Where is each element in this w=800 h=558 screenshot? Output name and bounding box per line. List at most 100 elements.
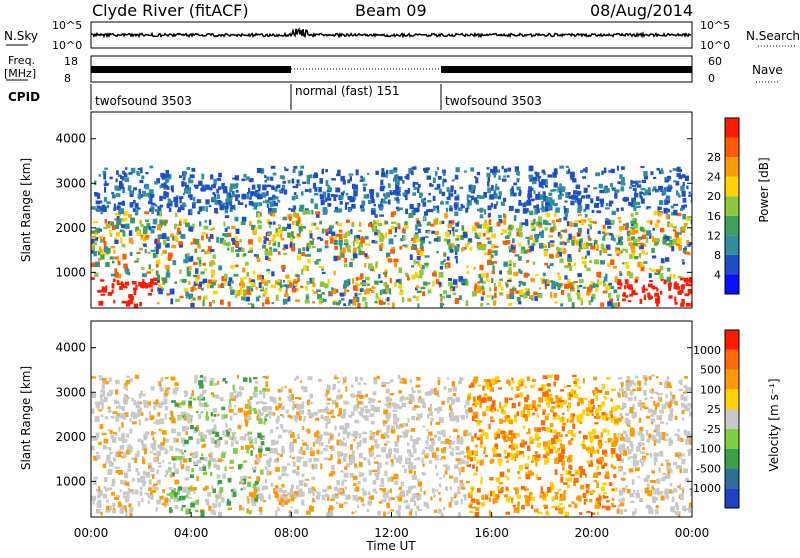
data-cell xyxy=(156,271,159,276)
data-cell xyxy=(467,242,470,245)
data-cell xyxy=(681,488,684,490)
data-cell xyxy=(659,200,663,205)
data-cell xyxy=(422,237,426,241)
data-cell xyxy=(134,290,137,295)
data-cell xyxy=(618,504,620,508)
data-cell xyxy=(205,199,209,204)
data-cell xyxy=(654,462,656,466)
data-cell xyxy=(478,245,482,251)
data-cell xyxy=(325,229,329,232)
data-cell xyxy=(515,414,517,417)
data-cell xyxy=(589,491,594,493)
data-cell xyxy=(667,496,669,500)
data-cell xyxy=(532,379,536,382)
data-cell xyxy=(136,171,139,175)
data-cell xyxy=(540,232,543,238)
data-cell xyxy=(276,186,281,188)
data-cell xyxy=(323,210,328,215)
data-cell xyxy=(260,470,264,475)
data-cell xyxy=(233,492,237,497)
data-cell xyxy=(461,281,466,284)
data-cell xyxy=(140,487,143,491)
data-cell xyxy=(357,505,359,509)
data-cell xyxy=(547,265,550,268)
data-cell xyxy=(399,246,402,250)
data-cell xyxy=(533,177,538,181)
data-cell xyxy=(125,177,130,182)
data-cell xyxy=(625,295,629,297)
data-cell xyxy=(394,454,396,459)
data-cell xyxy=(446,264,449,268)
data-cell xyxy=(361,209,365,212)
data-cell xyxy=(595,172,600,176)
data-cell xyxy=(361,489,364,491)
data-cell xyxy=(301,440,303,442)
data-cell xyxy=(101,414,103,417)
data-cell xyxy=(243,487,246,490)
data-cell xyxy=(220,300,224,305)
data-cell xyxy=(425,255,430,257)
data-cell xyxy=(684,508,687,511)
data-cell xyxy=(351,512,354,515)
data-cell xyxy=(413,448,416,453)
data-cell xyxy=(381,233,384,238)
data-cell xyxy=(357,284,361,286)
data-cell xyxy=(437,431,442,434)
data-cell xyxy=(687,279,692,282)
data-cell xyxy=(625,485,627,490)
data-cell xyxy=(453,387,457,392)
data-cell xyxy=(587,251,590,256)
data-cell xyxy=(320,282,325,285)
data-cell xyxy=(474,433,476,438)
data-cell xyxy=(163,240,166,245)
data-cell xyxy=(636,493,640,498)
data-cell xyxy=(640,227,644,231)
data-cell xyxy=(519,465,523,470)
data-cell xyxy=(433,196,436,201)
data-cell xyxy=(582,440,585,443)
data-cell xyxy=(186,490,190,494)
data-cell xyxy=(485,433,488,439)
data-cell xyxy=(604,453,607,457)
data-cell xyxy=(279,488,283,493)
data-cell xyxy=(350,176,352,181)
data-cell xyxy=(341,470,344,473)
data-cell xyxy=(175,299,180,302)
data-cell xyxy=(113,459,117,462)
data-cell xyxy=(293,186,296,188)
data-cell xyxy=(494,293,497,298)
data-cell xyxy=(574,478,579,483)
data-cell xyxy=(200,403,204,407)
data-cell xyxy=(211,282,216,285)
data-cell xyxy=(201,288,204,291)
data-cell xyxy=(424,198,426,201)
data-cell xyxy=(597,449,600,453)
data-cell xyxy=(271,285,276,288)
data-cell xyxy=(456,285,458,288)
data-cell xyxy=(284,167,286,170)
colorbar-swatch-1 xyxy=(725,255,739,275)
data-cell xyxy=(410,379,412,383)
data-cell xyxy=(188,194,193,197)
data-cell xyxy=(459,377,463,381)
data-cell xyxy=(453,292,457,295)
data-cell xyxy=(439,189,442,194)
data-cell xyxy=(140,412,143,415)
data-cell xyxy=(126,434,129,438)
data-cell xyxy=(440,458,443,461)
data-cell xyxy=(558,194,562,199)
data-cell xyxy=(207,283,210,287)
data-cell xyxy=(241,446,244,450)
data-cell xyxy=(199,394,203,399)
noise-series xyxy=(91,29,691,37)
data-cell xyxy=(683,198,687,203)
data-cell xyxy=(580,208,582,212)
data-cell xyxy=(450,497,453,502)
data-cell xyxy=(425,453,430,455)
data-cell xyxy=(437,377,440,380)
data-cell xyxy=(119,406,122,409)
data-cell xyxy=(359,245,363,247)
data-cell xyxy=(178,241,183,245)
data-cell xyxy=(300,286,303,288)
